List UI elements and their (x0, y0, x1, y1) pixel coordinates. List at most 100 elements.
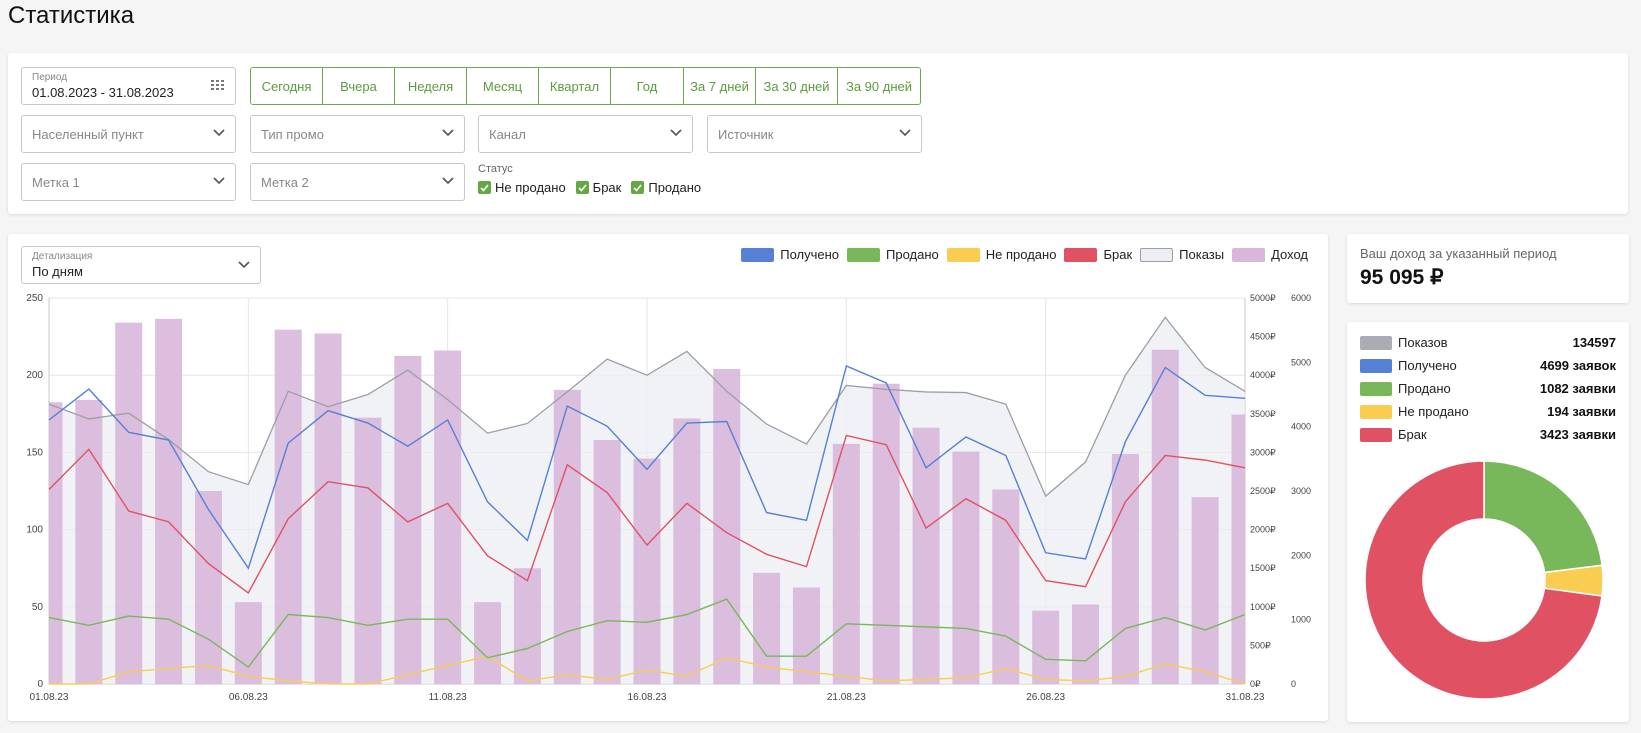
calendar-icon[interactable] (211, 80, 225, 92)
detail-label: Детализация (32, 251, 93, 262)
donut-slice[interactable] (1364, 460, 1603, 700)
legend-item-defect[interactable]: Брак (1064, 247, 1132, 262)
tag2-select-placeholder: Метка 2 (261, 175, 309, 190)
chart-panel: Детализация По дням Получено Продано Не … (8, 234, 1328, 721)
money-axis-tick-label: 1500₽ (1250, 563, 1276, 573)
money-axis-tick-label: 2500₽ (1250, 486, 1276, 496)
source-select[interactable]: Источник (707, 115, 922, 153)
income-bar (274, 329, 302, 684)
legend-swatch (1140, 247, 1174, 262)
stat-name: Брак (1398, 427, 1427, 442)
x-axis-tick-label: 01.08.23 (30, 692, 69, 703)
income-bar (394, 355, 422, 684)
shows-axis-tick-label: 2000 (1291, 550, 1311, 560)
stat-name: Получено (1398, 358, 1457, 373)
donut-slice[interactable] (1483, 460, 1603, 574)
city-select-placeholder: Населенный пункт (32, 127, 144, 142)
stat-name: Не продано (1398, 404, 1469, 419)
legend-item-not-sold[interactable]: Не продано (946, 247, 1056, 262)
status-not-sold-label: Не продано (495, 180, 566, 195)
totals-card: Показов 134597 Получено 4699 заявок Прод… (1347, 322, 1629, 722)
stat-value: 194 заявки (1547, 404, 1616, 419)
income-bar (434, 350, 462, 684)
status-label: Статус (478, 163, 513, 175)
channel-select[interactable]: Канал (478, 115, 693, 153)
status-defect-checkbox[interactable]: Брак (575, 180, 622, 195)
legend-item-sold[interactable]: Продано (847, 247, 939, 262)
income-bar (1231, 414, 1245, 684)
status-not-sold-checkbox[interactable]: Не продано (478, 180, 566, 195)
legend-swatch (1064, 247, 1098, 262)
range-button-group: Сегодня Вчера Неделя Месяц Квартал Год З… (250, 67, 921, 105)
income-bar (75, 399, 103, 684)
income-label: Ваш доход за указанный период (1360, 246, 1557, 261)
income-bar (474, 602, 502, 684)
shows-axis-tick-label: 5000 (1291, 357, 1311, 367)
tag1-select[interactable]: Метка 1 (21, 163, 236, 201)
money-axis-tick-label: 3500₽ (1250, 409, 1276, 419)
legend-swatch (1232, 247, 1266, 262)
promo-type-select[interactable]: Тип промо (250, 115, 465, 153)
status-sold-checkbox[interactable]: Продано (631, 180, 701, 195)
income-bar (792, 587, 820, 684)
shows-line (48, 316, 1246, 498)
statistics-chart: 0 50 100 150 200 250 01.08.23 06.08.23 11.08.23 1… (26, 293, 1311, 703)
period-field[interactable]: Период 01.08.2023 - 31.08.2023 (21, 67, 236, 105)
income-bar (952, 451, 980, 684)
range-yesterday-button[interactable]: Вчера (323, 68, 395, 104)
checkbox-checked-icon[interactable] (575, 181, 589, 194)
status-checkboxes: Не продано Брак Продано (478, 180, 701, 195)
money-axis-tick-label: 1000₽ (1250, 602, 1276, 612)
range-today-button[interactable]: Сегодня (251, 68, 323, 104)
income-bar (593, 440, 621, 684)
y-axis-tick-label: 100 (26, 525, 43, 536)
income-bar (553, 389, 581, 684)
tag2-select[interactable]: Метка 2 (250, 163, 465, 201)
legend-swatch (946, 247, 980, 262)
income-bar (1072, 604, 1100, 684)
range-month-button[interactable]: Месяц (467, 68, 539, 104)
period-value[interactable]: 01.08.2023 - 31.08.2023 (32, 85, 174, 100)
range-7days-button[interactable]: За 7 дней (684, 68, 756, 104)
checkbox-checked-icon[interactable] (631, 181, 645, 194)
money-axis-tick-label: 4000₽ (1250, 370, 1276, 380)
stat-row-defect: Брак 3423 заявки (1360, 426, 1616, 444)
stat-swatch (1360, 336, 1392, 350)
income-bar (513, 568, 541, 684)
stat-swatch (1360, 405, 1392, 419)
range-90days-button[interactable]: За 90 дней (838, 68, 920, 104)
legend-item-shows[interactable]: Показы (1140, 247, 1224, 262)
series-line-Не продано (49, 655, 1246, 685)
range-year-button[interactable]: Год (611, 68, 684, 104)
legend-item-received[interactable]: Получено (741, 247, 839, 262)
period-label: Период (32, 72, 68, 83)
range-week-button[interactable]: Неделя (395, 68, 467, 104)
income-bar (314, 333, 342, 684)
shows-axis-tick-label: 1000 (1291, 615, 1311, 625)
legend-swatch (741, 247, 775, 262)
status-donut-chart (1364, 460, 1604, 700)
money-axis-tick-label: 4500₽ (1250, 332, 1276, 342)
stat-swatch (1360, 382, 1392, 396)
x-axis-tick-label: 31.08.23 (1226, 692, 1265, 703)
status-defect-label: Брак (592, 180, 622, 195)
range-30days-button[interactable]: За 30 дней (756, 68, 838, 104)
detail-select[interactable]: Детализация По дням (21, 246, 261, 284)
chevron-down-icon (213, 177, 225, 185)
stat-value: 134597 (1572, 335, 1616, 350)
series-line-Продано (48, 598, 1246, 668)
income-bar (115, 322, 143, 684)
legend-item-income[interactable]: Доход (1232, 247, 1308, 262)
income-bar (354, 417, 382, 684)
income-bar (49, 402, 63, 684)
checkbox-checked-icon[interactable] (478, 181, 491, 194)
y-axis-tick-label: 250 (26, 293, 43, 304)
shows-axis-tick-label: 4000 (1291, 422, 1311, 432)
chevron-down-icon (442, 129, 454, 137)
stat-row-shows: Показов 134597 (1360, 334, 1616, 352)
income-bar (1032, 610, 1060, 684)
shows-axis-tick-label: 0 (1291, 679, 1296, 689)
range-quarter-button[interactable]: Квартал (539, 68, 611, 104)
city-select[interactable]: Населенный пункт (21, 115, 236, 153)
income-bar (633, 458, 661, 684)
